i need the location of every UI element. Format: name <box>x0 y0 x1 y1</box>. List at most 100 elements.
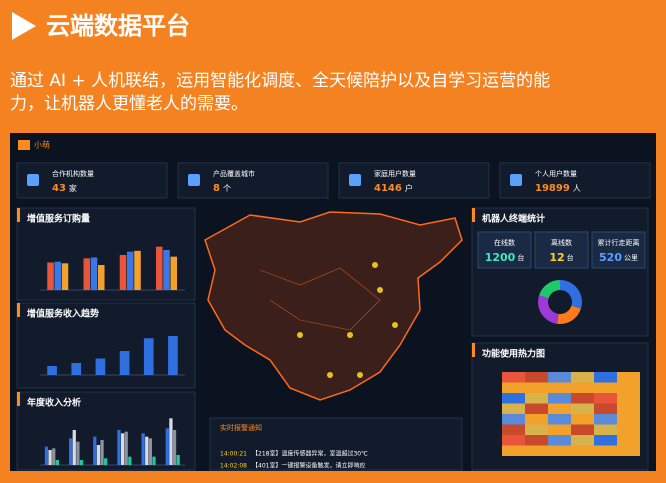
bar <box>104 458 108 465</box>
heat-cell <box>617 403 640 414</box>
bar <box>124 431 128 465</box>
heat-cell <box>617 424 640 435</box>
stat-unit: 台 <box>517 253 524 262</box>
bar <box>168 336 178 375</box>
map-dot <box>327 372 333 378</box>
map-dot <box>392 322 398 328</box>
bar <box>83 258 91 290</box>
heat-cell <box>571 403 594 414</box>
bar <box>134 250 141 290</box>
map-dot <box>347 332 353 338</box>
bar <box>48 450 52 465</box>
stat-box <box>477 231 532 269</box>
bar <box>61 263 69 290</box>
donut-slice <box>560 280 582 309</box>
panel <box>16 302 196 389</box>
bar <box>152 456 156 465</box>
heat-cell <box>594 372 617 383</box>
bar <box>55 460 59 465</box>
heat-cell <box>548 435 571 446</box>
bar <box>127 251 134 290</box>
kpi-label: 家庭用户数量 <box>374 169 416 178</box>
kpi-card <box>16 162 168 199</box>
heat-cell <box>525 435 548 446</box>
bar <box>47 366 57 375</box>
kpi-icon <box>188 174 200 186</box>
kpi-unit: 人 <box>573 184 581 193</box>
heat-cell <box>502 372 525 383</box>
heat-cell <box>594 445 617 456</box>
bar <box>165 428 169 465</box>
heat-cell <box>617 372 640 383</box>
heat-cell <box>571 445 594 456</box>
heat-cell <box>617 393 640 404</box>
bar <box>69 438 73 465</box>
panel-accent <box>472 343 475 357</box>
bar <box>145 436 149 465</box>
heat-cell <box>502 393 525 404</box>
kpi-card <box>177 162 329 199</box>
bar <box>119 351 130 375</box>
stat-number: 12 <box>549 251 564 264</box>
heat-cell <box>502 414 525 425</box>
stat-number: 1200 <box>485 251 516 264</box>
stat-label: 累计行走距离 <box>598 238 640 247</box>
map-dot <box>357 372 363 378</box>
kpi-label: 个人用户数量 <box>535 169 577 178</box>
heat-cell <box>548 393 571 404</box>
alerts-panel <box>209 417 463 471</box>
stat-value: 12 台 <box>549 251 573 264</box>
kpi-unit: 家 <box>69 183 77 193</box>
bar <box>72 430 76 465</box>
kpi-label: 产品覆盖城市 <box>213 169 255 178</box>
bar <box>143 338 154 375</box>
description-line: 力，让机器人更懂老人的需要。 <box>10 94 248 114</box>
stat-value: 1200 台 <box>485 251 525 264</box>
logo: 小萌 <box>34 140 50 150</box>
stat-value: 520 公里 <box>599 251 638 264</box>
panel-title: 增值服务收入趋势 <box>27 308 99 320</box>
heat-cell <box>502 403 525 414</box>
bar <box>169 418 173 465</box>
stat-box <box>534 231 589 269</box>
heat-cell <box>525 424 548 435</box>
heat-cell <box>548 372 571 383</box>
heat-cell <box>594 403 617 414</box>
map <box>204 211 463 401</box>
bar <box>71 363 82 375</box>
bar <box>54 261 62 290</box>
heat-cell <box>548 445 571 456</box>
heat-cell <box>594 435 617 446</box>
heat-cell <box>617 435 640 446</box>
map-border <box>259 267 381 331</box>
heat-cell <box>594 393 617 404</box>
kpi-card <box>499 162 651 199</box>
panel-title: 功能使用热力图 <box>482 348 545 360</box>
heat-cell <box>525 414 548 425</box>
kpi-icon <box>349 174 361 186</box>
heat-cell <box>502 445 525 456</box>
heat-cell <box>594 414 617 425</box>
bar <box>163 250 170 290</box>
stat-number: 520 <box>599 251 622 264</box>
alert-text: 【401室】一键报警设备触发，请立即响应 <box>252 462 365 470</box>
panel-title: 年度收入分析 <box>27 397 81 409</box>
kpi-value: 4146 户 <box>374 183 413 195</box>
alert-time: 14:02:08 <box>220 463 247 470</box>
heat-cell <box>571 382 594 393</box>
title-arrow <box>12 12 36 40</box>
kpi-number: 43 <box>52 183 66 194</box>
heat-cell <box>571 414 594 425</box>
donut-slice <box>538 295 559 324</box>
kpi-icon <box>27 174 39 186</box>
panel-title: 机器人终端统计 <box>482 213 545 225</box>
heat-cell <box>525 393 548 404</box>
bar <box>44 446 49 465</box>
heat-cell <box>525 382 548 393</box>
alert-text: 【218室】温度传感器异常，室温超过30℃ <box>252 450 368 458</box>
bar <box>93 436 97 465</box>
heat-cell <box>594 382 617 393</box>
bar <box>128 456 132 465</box>
bar <box>172 430 177 465</box>
